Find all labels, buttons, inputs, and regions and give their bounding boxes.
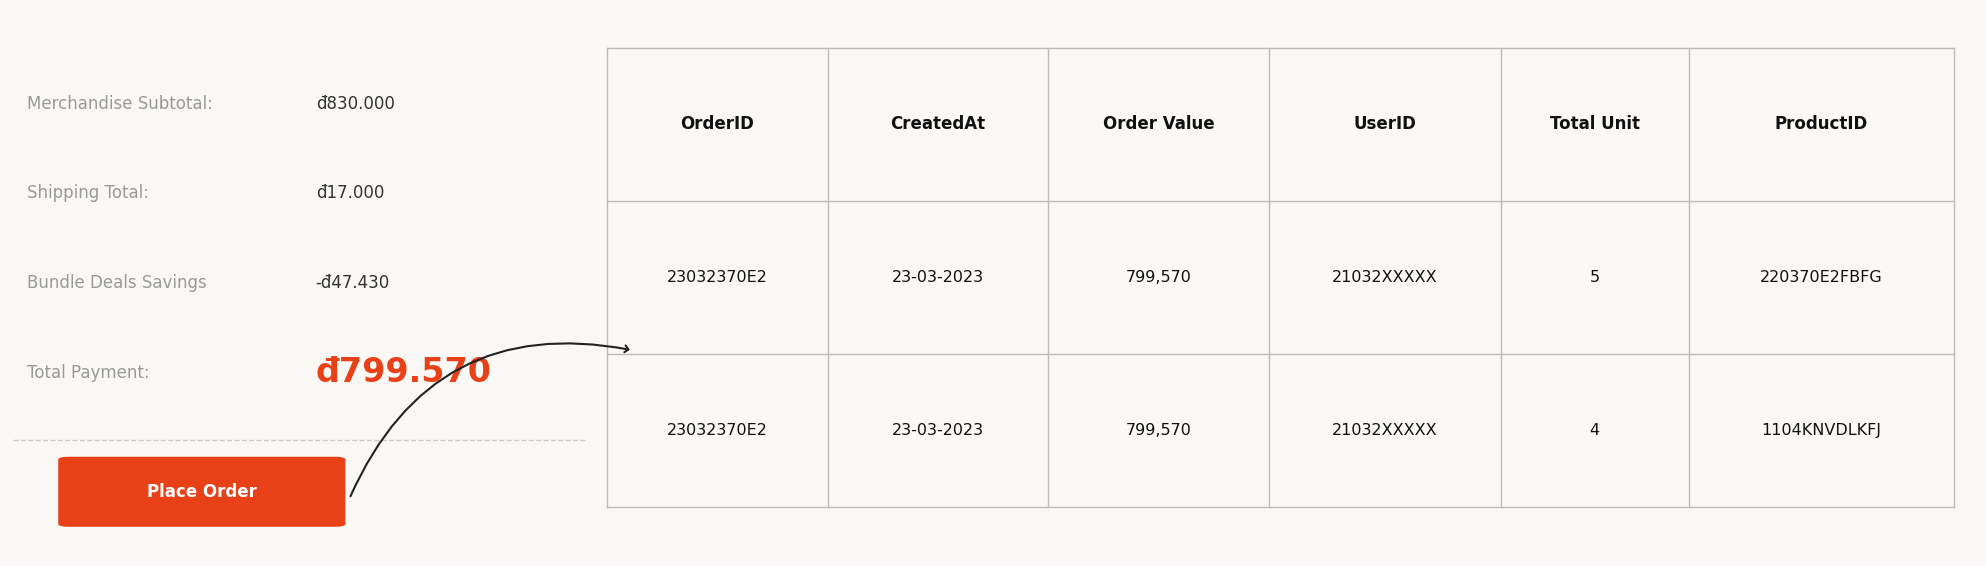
Text: 23032370E2: 23032370E2 <box>667 423 769 438</box>
Text: Place Order: Place Order <box>147 483 256 501</box>
Text: 1104KNVDLKFJ: 1104KNVDLKFJ <box>1762 423 1881 438</box>
Text: -đ47.430: -đ47.430 <box>316 274 389 292</box>
Text: Bundle Deals Savings: Bundle Deals Savings <box>26 274 207 292</box>
Text: Order Value: Order Value <box>1102 115 1215 133</box>
Text: 799,570: 799,570 <box>1126 423 1192 438</box>
Text: 4: 4 <box>1589 423 1601 438</box>
Text: 5: 5 <box>1589 270 1601 285</box>
Text: 23-03-2023: 23-03-2023 <box>892 270 983 285</box>
FancyBboxPatch shape <box>58 457 346 527</box>
Text: 21032XXXXX: 21032XXXXX <box>1333 423 1438 438</box>
Text: 23032370E2: 23032370E2 <box>667 270 769 285</box>
Text: đ799.570: đ799.570 <box>316 356 493 389</box>
Text: CreatedAt: CreatedAt <box>890 115 985 133</box>
Text: UserID: UserID <box>1354 115 1416 133</box>
Text: Shipping Total:: Shipping Total: <box>26 185 149 202</box>
Text: Merchandise Subtotal:: Merchandise Subtotal: <box>26 95 213 113</box>
Text: 799,570: 799,570 <box>1126 270 1192 285</box>
Text: Total Payment:: Total Payment: <box>26 364 149 381</box>
Text: 220370E2FBFG: 220370E2FBFG <box>1760 270 1883 285</box>
Text: 23-03-2023: 23-03-2023 <box>892 423 983 438</box>
Text: Total Unit: Total Unit <box>1549 115 1640 133</box>
Text: 21032XXXXX: 21032XXXXX <box>1333 270 1438 285</box>
Text: đ17.000: đ17.000 <box>316 185 383 202</box>
Text: ProductID: ProductID <box>1773 115 1867 133</box>
Text: đ830.000: đ830.000 <box>316 95 395 113</box>
Text: OrderID: OrderID <box>681 115 755 133</box>
